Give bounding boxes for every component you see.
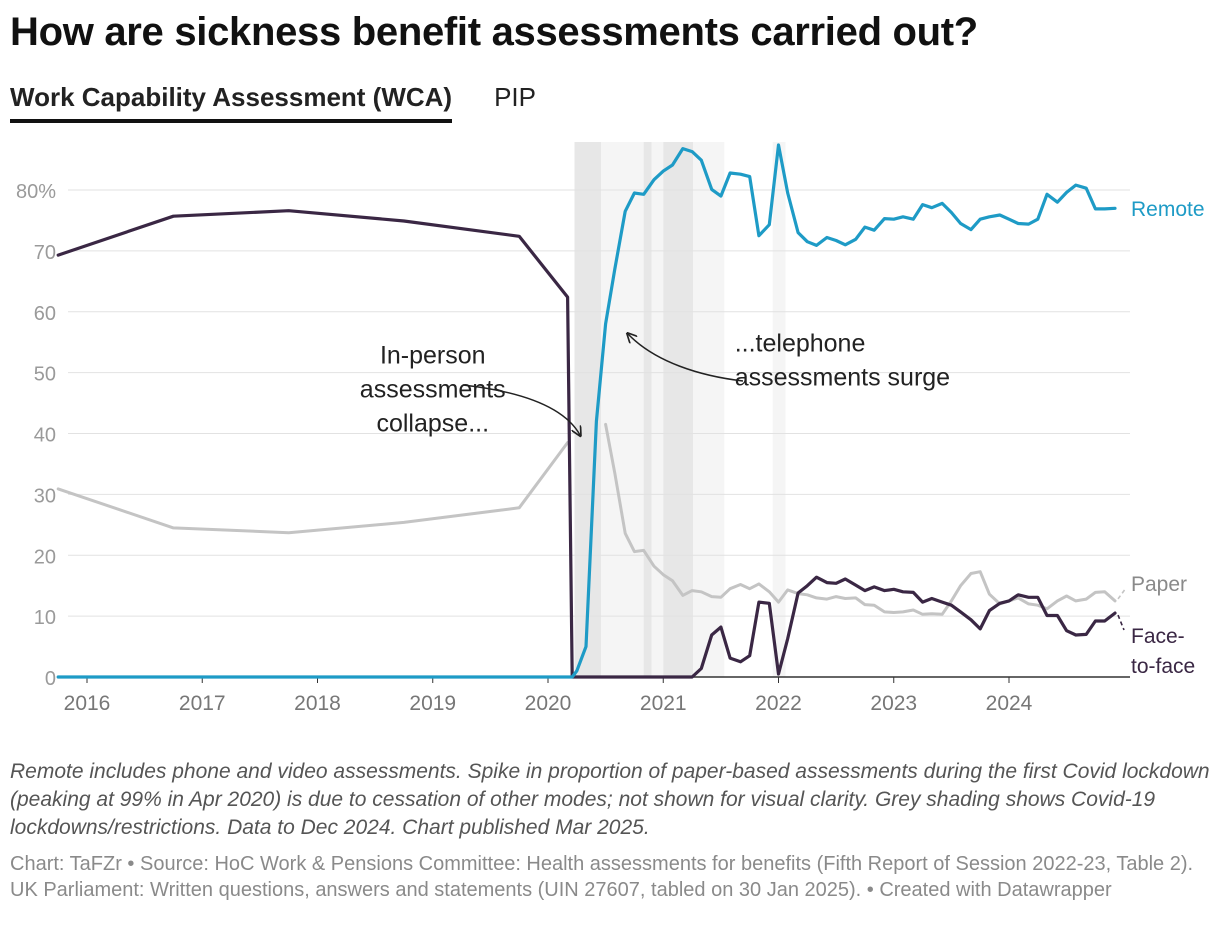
- series-label-face-to-face: Face-to-face: [1131, 625, 1195, 678]
- y-tick-label: 30: [34, 485, 56, 507]
- x-tick-label: 2024: [986, 692, 1033, 715]
- x-tick-label: 2021: [640, 692, 687, 715]
- annotation-1: ...telephone assessments surge: [735, 329, 950, 391]
- y-tick-label: 0: [45, 668, 56, 690]
- lockdown-shade-5: [693, 142, 725, 677]
- tab-pip[interactable]: PIP: [494, 82, 537, 112]
- chart-notes: Remote includes phone and video assessme…: [10, 760, 1210, 839]
- x-tick-label: 2019: [409, 692, 456, 715]
- y-axis: 0 10 20 30 40 50 60 70 80%: [16, 181, 56, 690]
- lockdown-shade-4: [663, 142, 694, 677]
- face-to-face-leader-line: [1117, 614, 1125, 631]
- x-tick-label: 2020: [525, 692, 572, 715]
- paper-leader-line: [1117, 587, 1127, 600]
- y-tick-label: 50: [34, 364, 56, 386]
- series-line-face-to-face: [56, 209, 1117, 679]
- series-lines: [56, 143, 1117, 679]
- x-tick-label: 2017: [179, 692, 226, 715]
- series-label-paper: Paper: [1131, 573, 1187, 596]
- series-line-paper-after-gap: [604, 422, 1117, 616]
- x-tick-label: 2016: [64, 692, 111, 715]
- chart-tabs: Work Capability Assessment (WCA) PIP: [10, 82, 578, 123]
- y-tick-label: 80%: [16, 181, 56, 203]
- lockdown-shade-6: [772, 142, 786, 677]
- x-axis: 2016 2017 2018 2019 2020 2021 2022 2023 2024: [64, 677, 1033, 715]
- series-line-remote: [56, 143, 1117, 679]
- lockdown-shade-3: [651, 142, 664, 677]
- series-label-remote: Remote: [1131, 198, 1205, 221]
- annotation-arrow-collapse: [462, 384, 580, 435]
- y-tick-label: 60: [34, 303, 56, 325]
- x-tick-label: 2022: [755, 692, 802, 715]
- lockdown-shading: [574, 142, 786, 677]
- page-title: How are sickness benefit assessments car…: [10, 10, 978, 54]
- series-line-paper: [56, 441, 570, 535]
- line-chart: 2016 2017 2018 2019 2020 2021 2022 2023 2024 0 10…: [16, 142, 1205, 715]
- y-tick-label: 20: [34, 546, 56, 568]
- y-tick-label: 70: [34, 242, 56, 264]
- x-tick-label: 2018: [294, 692, 341, 715]
- x-tick-label: 2023: [870, 692, 917, 715]
- lockdown-shade-2: [643, 142, 652, 677]
- y-tick-label: 10: [34, 607, 56, 629]
- tab-wca[interactable]: Work Capability Assessment (WCA): [10, 82, 453, 123]
- annotation-0: In-person assessments collapse...: [360, 341, 506, 437]
- annotations: Remote Paper Face-to-face In-person assessme…: [360, 198, 1205, 678]
- chart-footer: Chart: TaFZr • Source: HoC Work & Pensio…: [10, 853, 1194, 901]
- y-tick-label: 40: [34, 425, 56, 447]
- annotation-arrow-surge: [628, 334, 744, 382]
